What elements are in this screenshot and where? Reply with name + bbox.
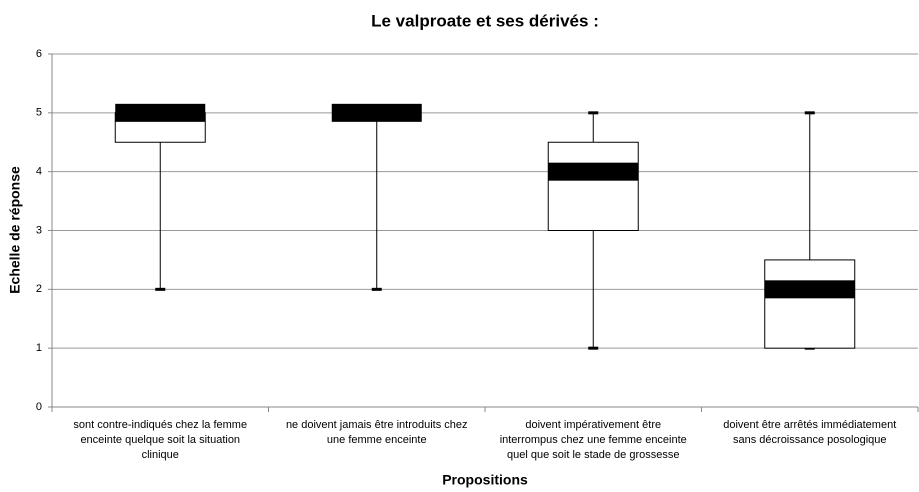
x-tick-label: interrompus chez une femme enceinte: [500, 434, 687, 446]
x-tick-label: clinique: [142, 449, 179, 461]
y-tick-label: 1: [36, 342, 42, 354]
x-tick-label: sont contre-indiqués chez la femme: [73, 419, 247, 431]
chart-title: Le valproate et ses dérivés :: [371, 11, 599, 30]
x-tick-label: sans décroissance posologique: [733, 434, 887, 446]
y-tick-label: 4: [36, 166, 42, 178]
median: [115, 103, 206, 122]
x-axis-title: Propositions: [442, 472, 528, 488]
median: [548, 162, 639, 181]
x-tick-label: doivent être arrêtés immédiatement: [723, 419, 896, 431]
median: [764, 280, 855, 299]
y-tick-label: 3: [36, 224, 42, 236]
x-tick-label: ne doivent jamais être introduits chez: [286, 419, 468, 431]
y-tick-label: 0: [36, 401, 42, 413]
median: [331, 103, 422, 122]
x-tick-label: quel que soit le stade de grossesse: [507, 449, 679, 461]
y-tick-label: 2: [36, 283, 42, 295]
y-tick-label: 5: [36, 107, 42, 119]
x-tick-label: une femme enceinte: [327, 434, 427, 446]
box: [764, 259, 856, 349]
y-tick-label: 6: [36, 48, 42, 60]
y-axis-title: Echelle de réponse: [7, 166, 23, 294]
x-tick-label: enceinte quelque soit la situation: [80, 434, 240, 446]
box: [547, 141, 639, 231]
x-tick-label: doivent impérativement être: [525, 419, 661, 431]
